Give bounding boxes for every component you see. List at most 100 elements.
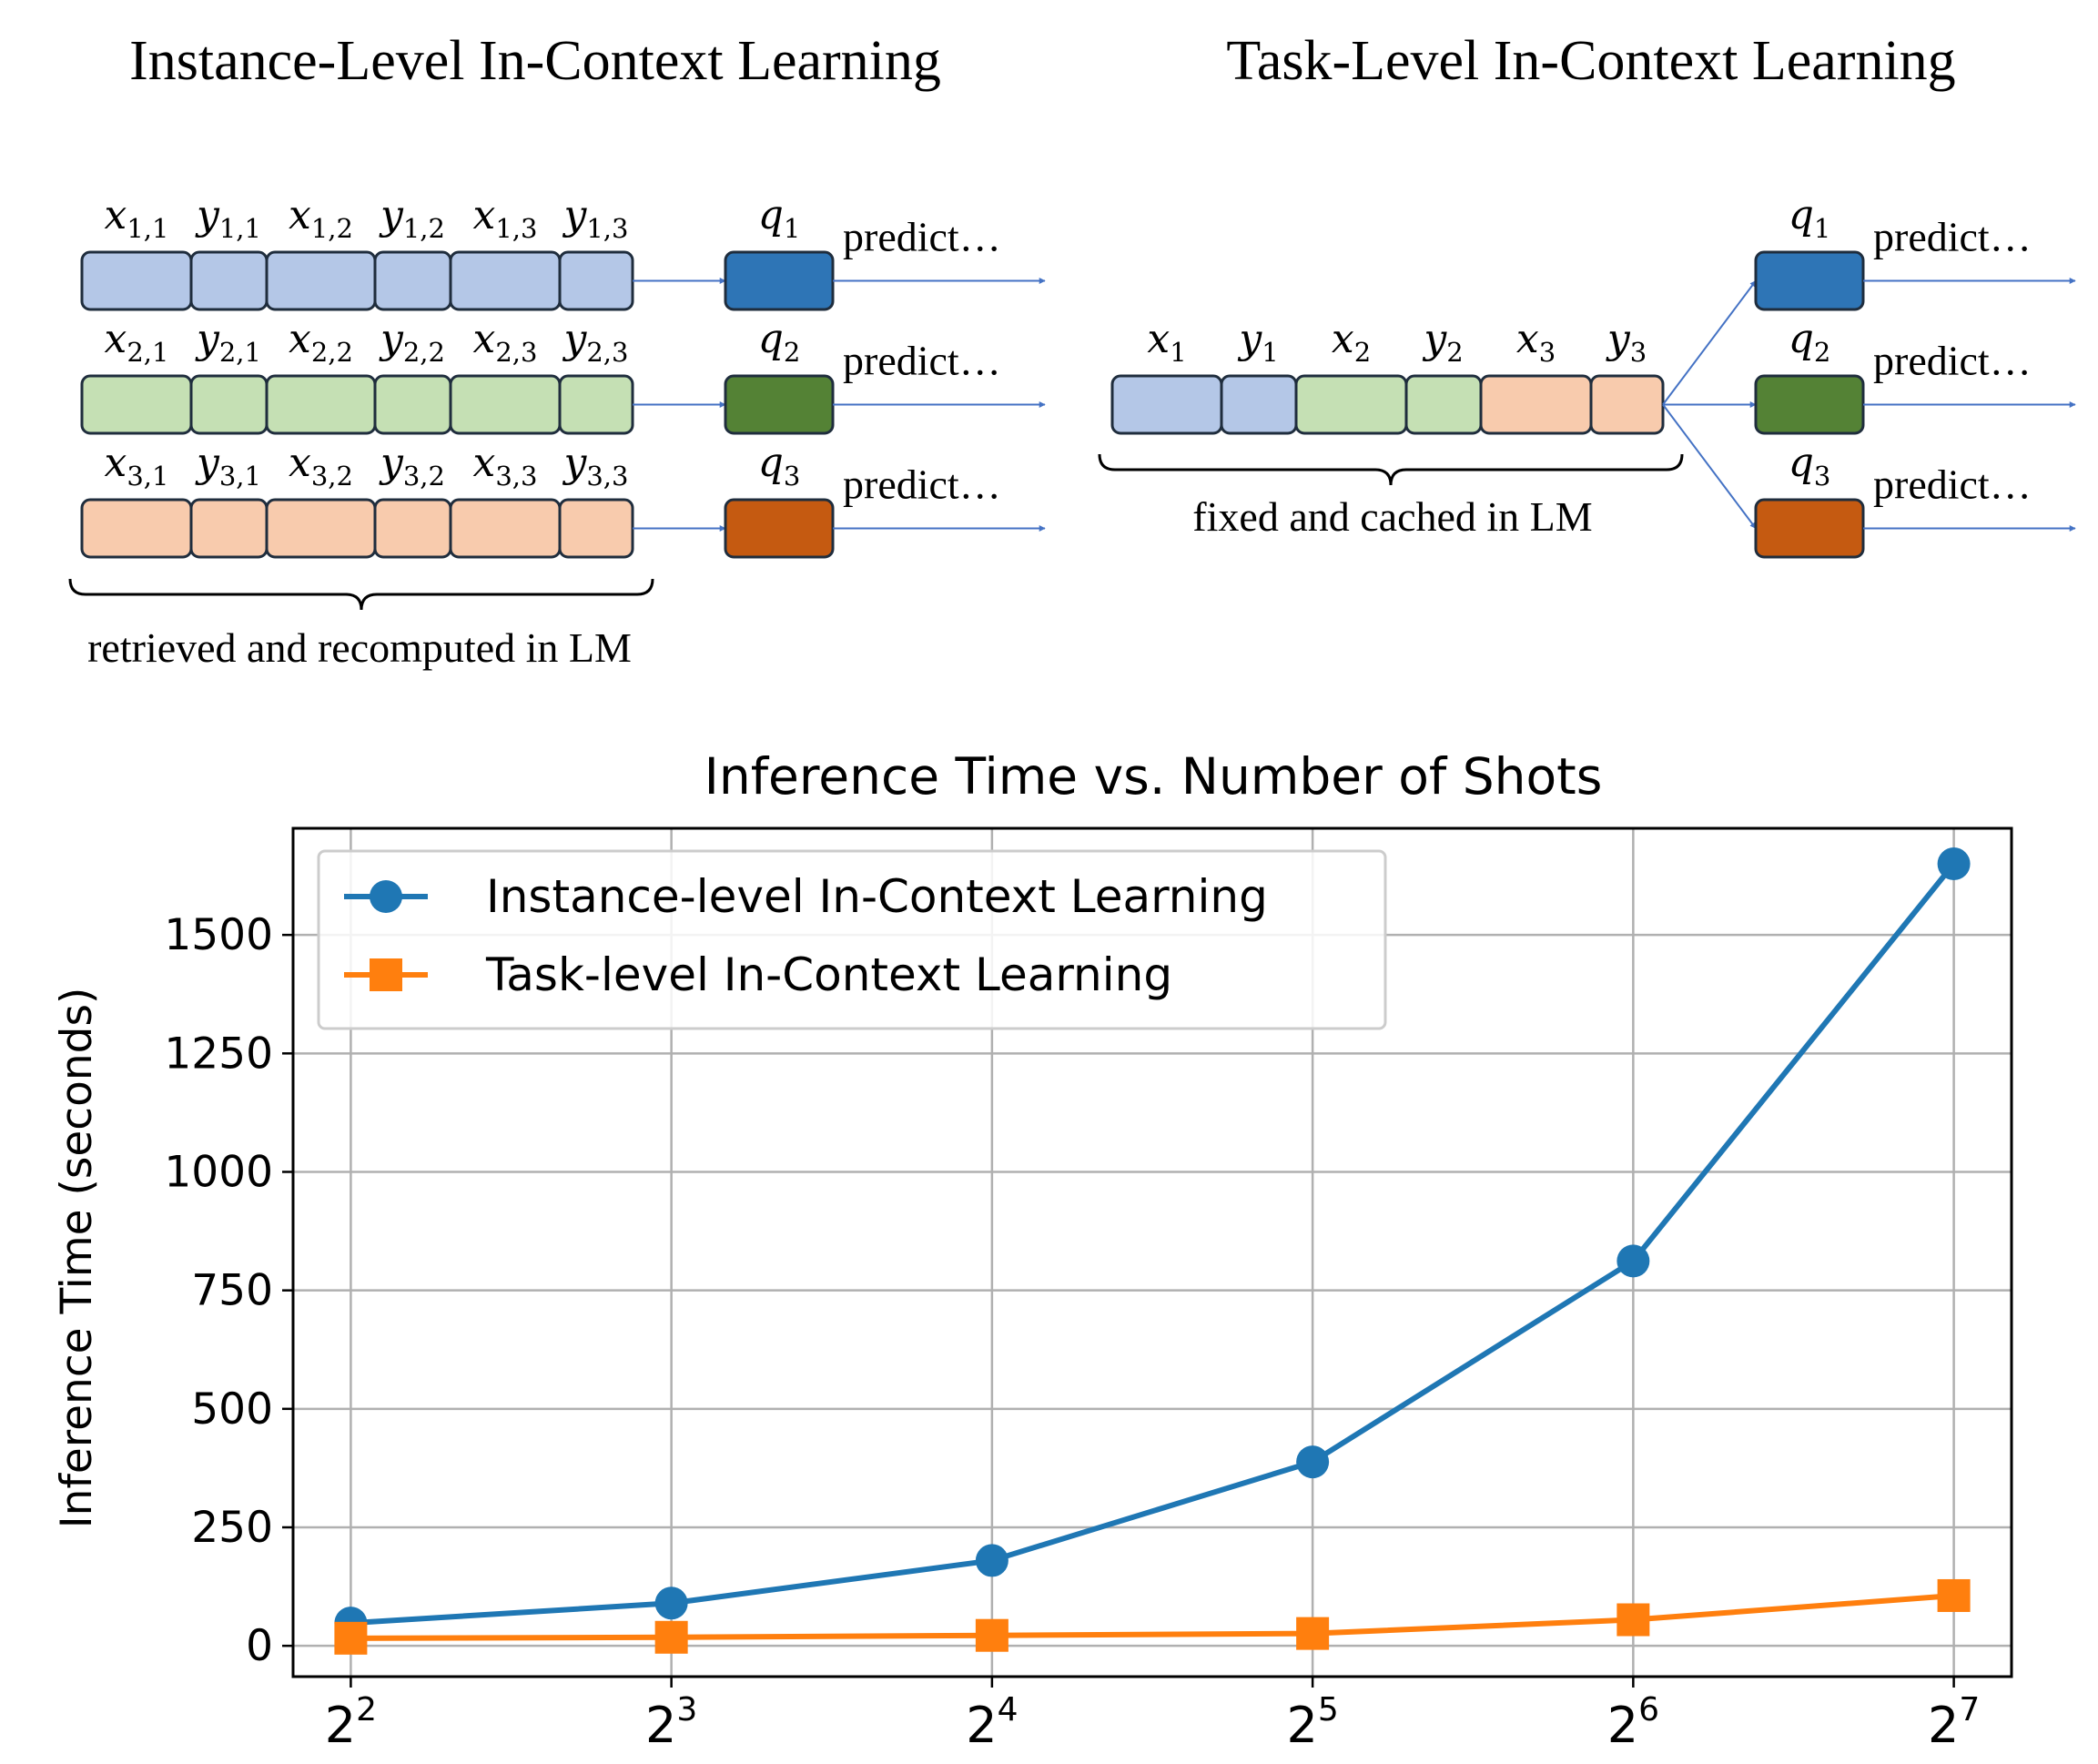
series-2 <box>334 1578 1971 1655</box>
left-row-1-token-label: x1,2 <box>289 192 353 244</box>
left-row-3-token-box <box>558 498 634 559</box>
right-token-box <box>1220 374 1298 435</box>
left-row-3-token-box <box>189 498 269 559</box>
left-row-1-token-box <box>80 250 193 311</box>
legend-marker <box>370 958 402 991</box>
left-row-3-token-label: x3,3 <box>473 440 538 492</box>
series-point <box>1296 1617 1330 1650</box>
left-row-1-token-label: y1,2 <box>379 192 445 244</box>
left-row-3-predict-label: predict… <box>843 461 1001 508</box>
left-row-2-token-box <box>80 374 193 435</box>
y-tick-label: 500 <box>191 1384 273 1435</box>
legend-box <box>317 849 1387 1030</box>
diagram: Instance-Level In-Context Learning Task-… <box>68 30 2076 671</box>
y-tick-label: 250 <box>191 1503 273 1553</box>
left-row-2-predict-label: predict… <box>843 338 1001 384</box>
right-token-label: y3 <box>1606 316 1647 368</box>
series-line <box>350 862 1956 1627</box>
right-query-1-label: q1 <box>1789 192 1831 244</box>
legend-entry: Task-level In-Context Learning <box>344 948 1172 1001</box>
y-tick-label: 0 <box>246 1621 273 1671</box>
right-token-box <box>1589 374 1665 435</box>
left-row-3-token-box <box>449 498 562 559</box>
right-token-label: x2 <box>1332 316 1371 368</box>
x-tick-label: 23 <box>645 1691 697 1754</box>
right-token-box <box>1404 374 1483 435</box>
left-query-1-label: q1 <box>758 192 801 244</box>
left-row-3-token-label: x3,2 <box>289 440 353 492</box>
series-point <box>975 1618 1008 1652</box>
left-row-1-token-label: y1,1 <box>195 192 261 244</box>
left-query-3-label: q3 <box>758 440 801 492</box>
left-row-1-token-label: x1,3 <box>473 192 538 244</box>
y-tick-label: 1250 <box>164 1029 273 1079</box>
right-token-label: y2 <box>1422 316 1463 368</box>
diagram-body: x1,1 y1,1 x1,2 y1,2 x1,3 y1,3 q1 predict… x2,1 y2… <box>68 192 2076 611</box>
line-chart: Inference Time vs. Number of Shots Infer… <box>52 747 2013 1754</box>
left-row-2-token-label: x2,2 <box>289 316 353 368</box>
left-row-1-token-label: y1,3 <box>563 192 629 244</box>
left-row-2-token-box <box>265 374 377 435</box>
left-row-1-token-box <box>373 250 452 311</box>
right-diagram-title: Task-Level In-Context Learning <box>1226 30 1955 92</box>
series-point <box>975 1544 1008 1577</box>
plot-frame <box>291 826 2013 1678</box>
x-tick-label: 26 <box>1607 1691 1659 1754</box>
right-query-3-label: q3 <box>1789 440 1831 492</box>
series-1 <box>334 847 1971 1640</box>
chart-ticks: 0 250 500 750 1000 1250 1500 22 23 24 25 26 27 <box>164 910 1980 1754</box>
series-point <box>1617 1244 1650 1278</box>
y-tick-label: 1000 <box>164 1147 273 1197</box>
left-row-2-token-box <box>449 374 562 435</box>
left-row-1-token-box <box>558 250 634 311</box>
right-row-1-predict-label: predict… <box>1873 214 2032 260</box>
right-row-2-predict-label: predict… <box>1873 338 2032 384</box>
x-tick-label: 27 <box>1928 1691 1980 1754</box>
right-query-3-box <box>1754 498 1865 559</box>
right-fan-arrow-1 <box>1662 279 1757 406</box>
left-query-1-box <box>724 250 835 311</box>
right-token-label: x1 <box>1147 316 1186 368</box>
legend-label: Task-level In-Context Learning <box>485 948 1172 1001</box>
x-tick-label: 25 <box>1286 1691 1338 1754</box>
left-query-2-box <box>724 374 835 435</box>
right-token-label: y1 <box>1237 316 1278 368</box>
right-row-3-predict-label: predict… <box>1873 461 2032 508</box>
left-row-2-token-label: x2,3 <box>473 316 538 368</box>
left-row-1-token-box <box>265 250 377 311</box>
right-query-2-box <box>1754 374 1865 435</box>
left-row-1-token-box <box>189 250 269 311</box>
left-brace <box>68 578 654 611</box>
left-row-3-token-label: y3,2 <box>379 440 445 492</box>
left-row-2-token-label: y2,3 <box>563 316 629 368</box>
left-row-1-predict-label: predict… <box>843 214 1001 260</box>
left-row-2-token-box <box>373 374 452 435</box>
series-line <box>350 1592 1954 1641</box>
left-row-1-token-box <box>449 250 562 311</box>
left-row-2-token-box <box>189 374 269 435</box>
left-row-3-token-label: x3,1 <box>105 440 169 492</box>
x-tick-label: 22 <box>325 1691 377 1754</box>
series-point <box>1617 1603 1650 1637</box>
x-tick-label: 24 <box>966 1691 1018 1754</box>
left-row-1-token-label: x1,1 <box>105 192 169 244</box>
y-axis-label: Inference Time (seconds) <box>52 988 102 1529</box>
right-token-box <box>1294 374 1408 435</box>
chart-title: Inference Time vs. Number of Shots <box>704 747 1603 806</box>
left-row-3-token-label: y3,3 <box>563 440 629 492</box>
series-point <box>1937 1578 1971 1612</box>
right-token-box <box>1110 374 1223 435</box>
legend-entry: Instance-level In-Context Learning <box>344 870 1268 923</box>
right-brace-label: fixed and cached in LM <box>1192 493 1592 540</box>
series-point <box>654 1620 688 1654</box>
chart-series <box>334 847 1971 1655</box>
left-row-2-token-box <box>558 374 634 435</box>
right-query-1-box <box>1754 250 1865 311</box>
left-diagram-title: Instance-Level In-Context Learning <box>129 30 941 92</box>
left-query-3-box <box>724 498 835 559</box>
right-brace <box>1098 453 1684 486</box>
series-point <box>1937 847 1971 881</box>
left-row-3-token-box <box>373 498 452 559</box>
series-point <box>654 1587 688 1620</box>
